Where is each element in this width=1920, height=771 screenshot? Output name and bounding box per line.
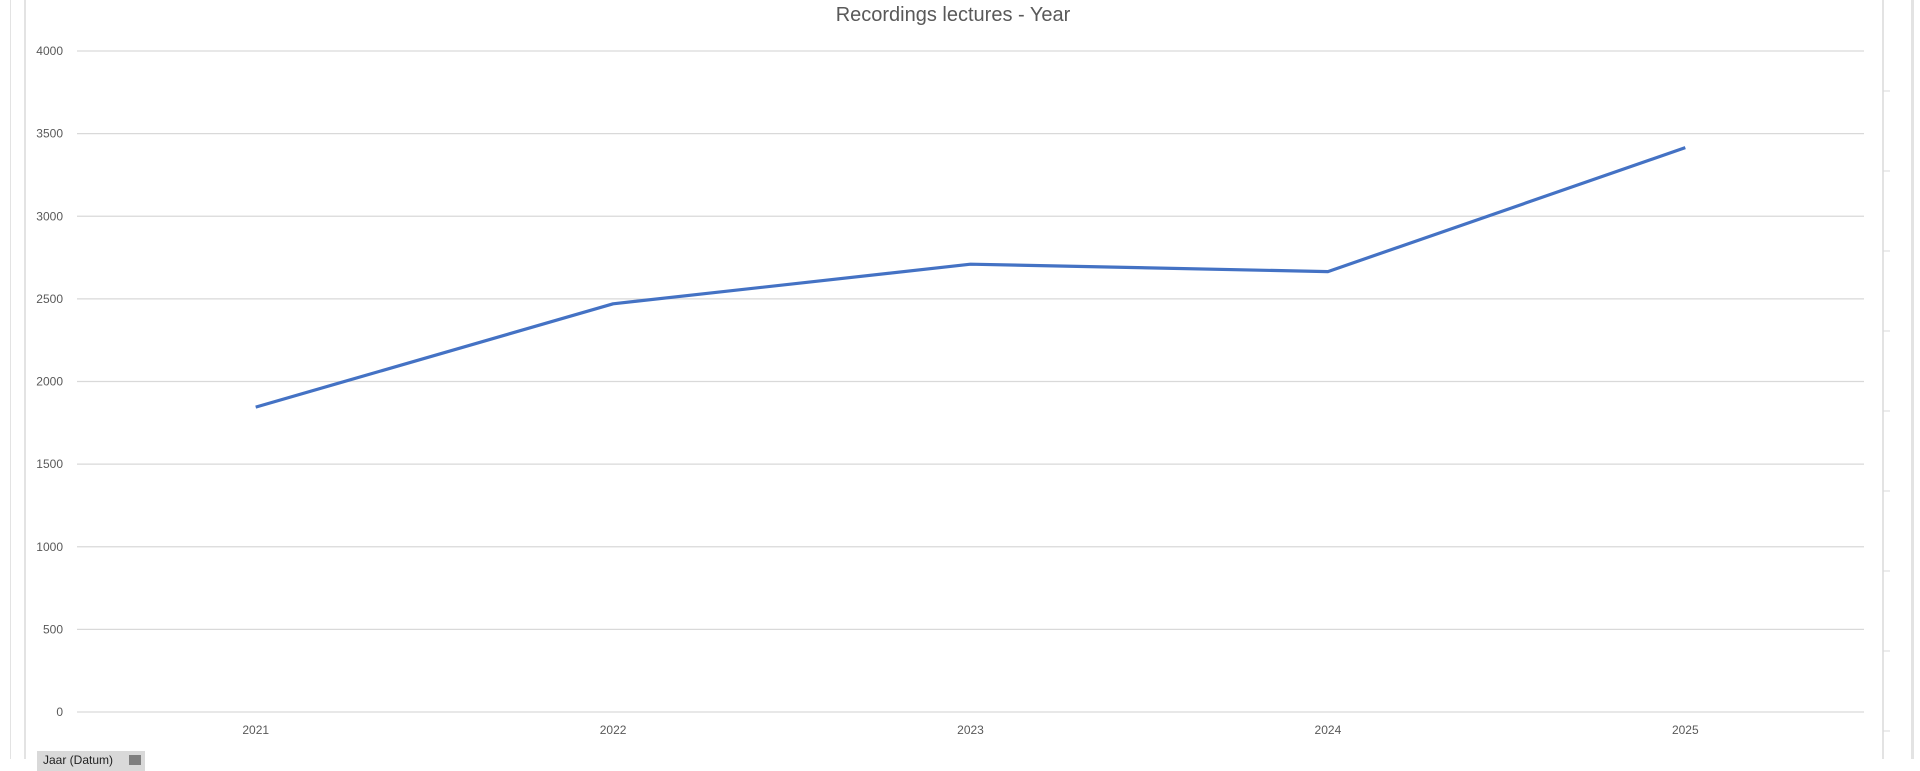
field-button-year[interactable]: Jaar (Datum) (37, 751, 145, 771)
y-tick-label: 0 (56, 705, 63, 719)
x-tick-label: 2021 (242, 723, 269, 737)
y-tick-label: 500 (43, 622, 63, 636)
x-tick-label: 2023 (957, 723, 984, 737)
dropdown-arrow-icon (129, 755, 141, 765)
field-button-label: Jaar (Datum) (43, 753, 113, 767)
y-tick-label: 1500 (36, 457, 63, 471)
y-tick-label: 4000 (36, 44, 63, 58)
y-tick-label: 1000 (36, 540, 63, 554)
y-tick-label: 3500 (36, 127, 63, 141)
y-tick-label: 3000 (36, 209, 63, 223)
x-tick-label: 2024 (1315, 723, 1342, 737)
x-tick-label: 2022 (600, 723, 627, 737)
series-line (256, 148, 1686, 407)
x-tick-label: 2025 (1672, 723, 1699, 737)
y-tick-label: 2000 (36, 375, 63, 389)
y-tick-label: 2500 (36, 292, 63, 306)
